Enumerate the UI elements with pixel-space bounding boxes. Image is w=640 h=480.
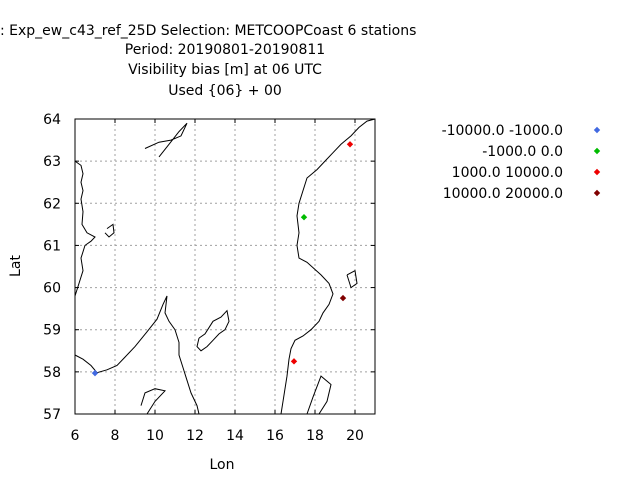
legend-marker (593, 168, 601, 176)
y-axis-label: Lat (8, 255, 24, 277)
legend-label: -1000.0 0.0 (482, 144, 563, 160)
x-tick-label: 18 (306, 428, 324, 444)
x-axis-label: Lon (210, 457, 235, 473)
coastline (74, 160, 96, 297)
y-tick-label: 62 (43, 196, 61, 212)
y-axis-ticks: 57 58 59 60 61 62 63 64 (43, 112, 375, 423)
legend-marker (593, 147, 601, 155)
chart-title: : Exp_ew_c43_ref_25D Selection: METCOOPC… (0, 23, 416, 99)
data-points (91, 141, 354, 377)
station-marker (346, 141, 354, 148)
station-marker (339, 294, 347, 302)
y-tick-label: 63 (43, 154, 61, 170)
x-axis-ticks: 6 8 10 12 14 16 18 20 (71, 119, 364, 444)
grid (75, 119, 375, 414)
station-marker (290, 358, 298, 365)
y-tick-label: 57 (43, 407, 61, 423)
y-tick-label: 59 (43, 323, 61, 339)
x-tick-label: 6 (71, 428, 80, 444)
x-tick-label: 14 (226, 428, 244, 444)
title-line-4: Used {06} + 00 (168, 83, 282, 99)
legend-marker (593, 126, 601, 134)
title-line-3: Visibility bias [m] at 06 UTC (128, 62, 322, 78)
title-line-2: Period: 20190801-20190811 (125, 42, 325, 58)
coastline (280, 118, 376, 415)
legend-marker (593, 189, 601, 197)
y-tick-label: 64 (43, 112, 61, 128)
legend-label: -10000.0 -1000.0 (442, 123, 563, 139)
legend: -10000.0 -1000.0 -1000.0 0.0 1000.0 10000.… (442, 123, 601, 202)
station-marker (91, 369, 99, 377)
y-tick-label: 61 (43, 238, 61, 254)
title-line-1: : Exp_ew_c43_ref_25D Selection: METCOOPC… (0, 23, 416, 39)
coastline (196, 309, 230, 352)
legend-label: 10000.0 20000.0 (443, 186, 563, 202)
x-tick-label: 16 (266, 428, 284, 444)
coastline (140, 388, 166, 415)
station-marker (300, 213, 308, 221)
x-tick-label: 12 (186, 428, 204, 444)
coastline (306, 375, 332, 415)
x-tick-label: 10 (146, 428, 164, 444)
x-tick-label: 20 (346, 428, 364, 444)
coastline (104, 223, 115, 238)
coastline-map (74, 118, 376, 415)
plot-frame (74, 118, 376, 415)
coastline (74, 295, 200, 415)
coastline (346, 269, 358, 289)
y-tick-label: 58 (43, 365, 61, 381)
legend-label: 1000.0 10000.0 (452, 165, 563, 181)
coastline (144, 122, 188, 158)
y-tick-label: 60 (43, 281, 61, 297)
x-tick-label: 8 (111, 428, 120, 444)
